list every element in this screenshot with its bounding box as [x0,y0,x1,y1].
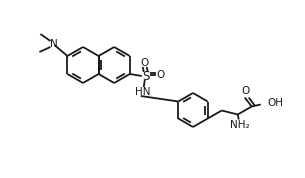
Text: O: O [157,70,165,80]
Text: O: O [141,58,149,68]
Text: O: O [242,87,250,96]
Text: OH: OH [268,98,284,109]
Text: NH₂: NH₂ [230,121,249,130]
Text: HN: HN [135,87,150,97]
Text: N: N [49,39,57,49]
Text: S: S [142,69,149,82]
